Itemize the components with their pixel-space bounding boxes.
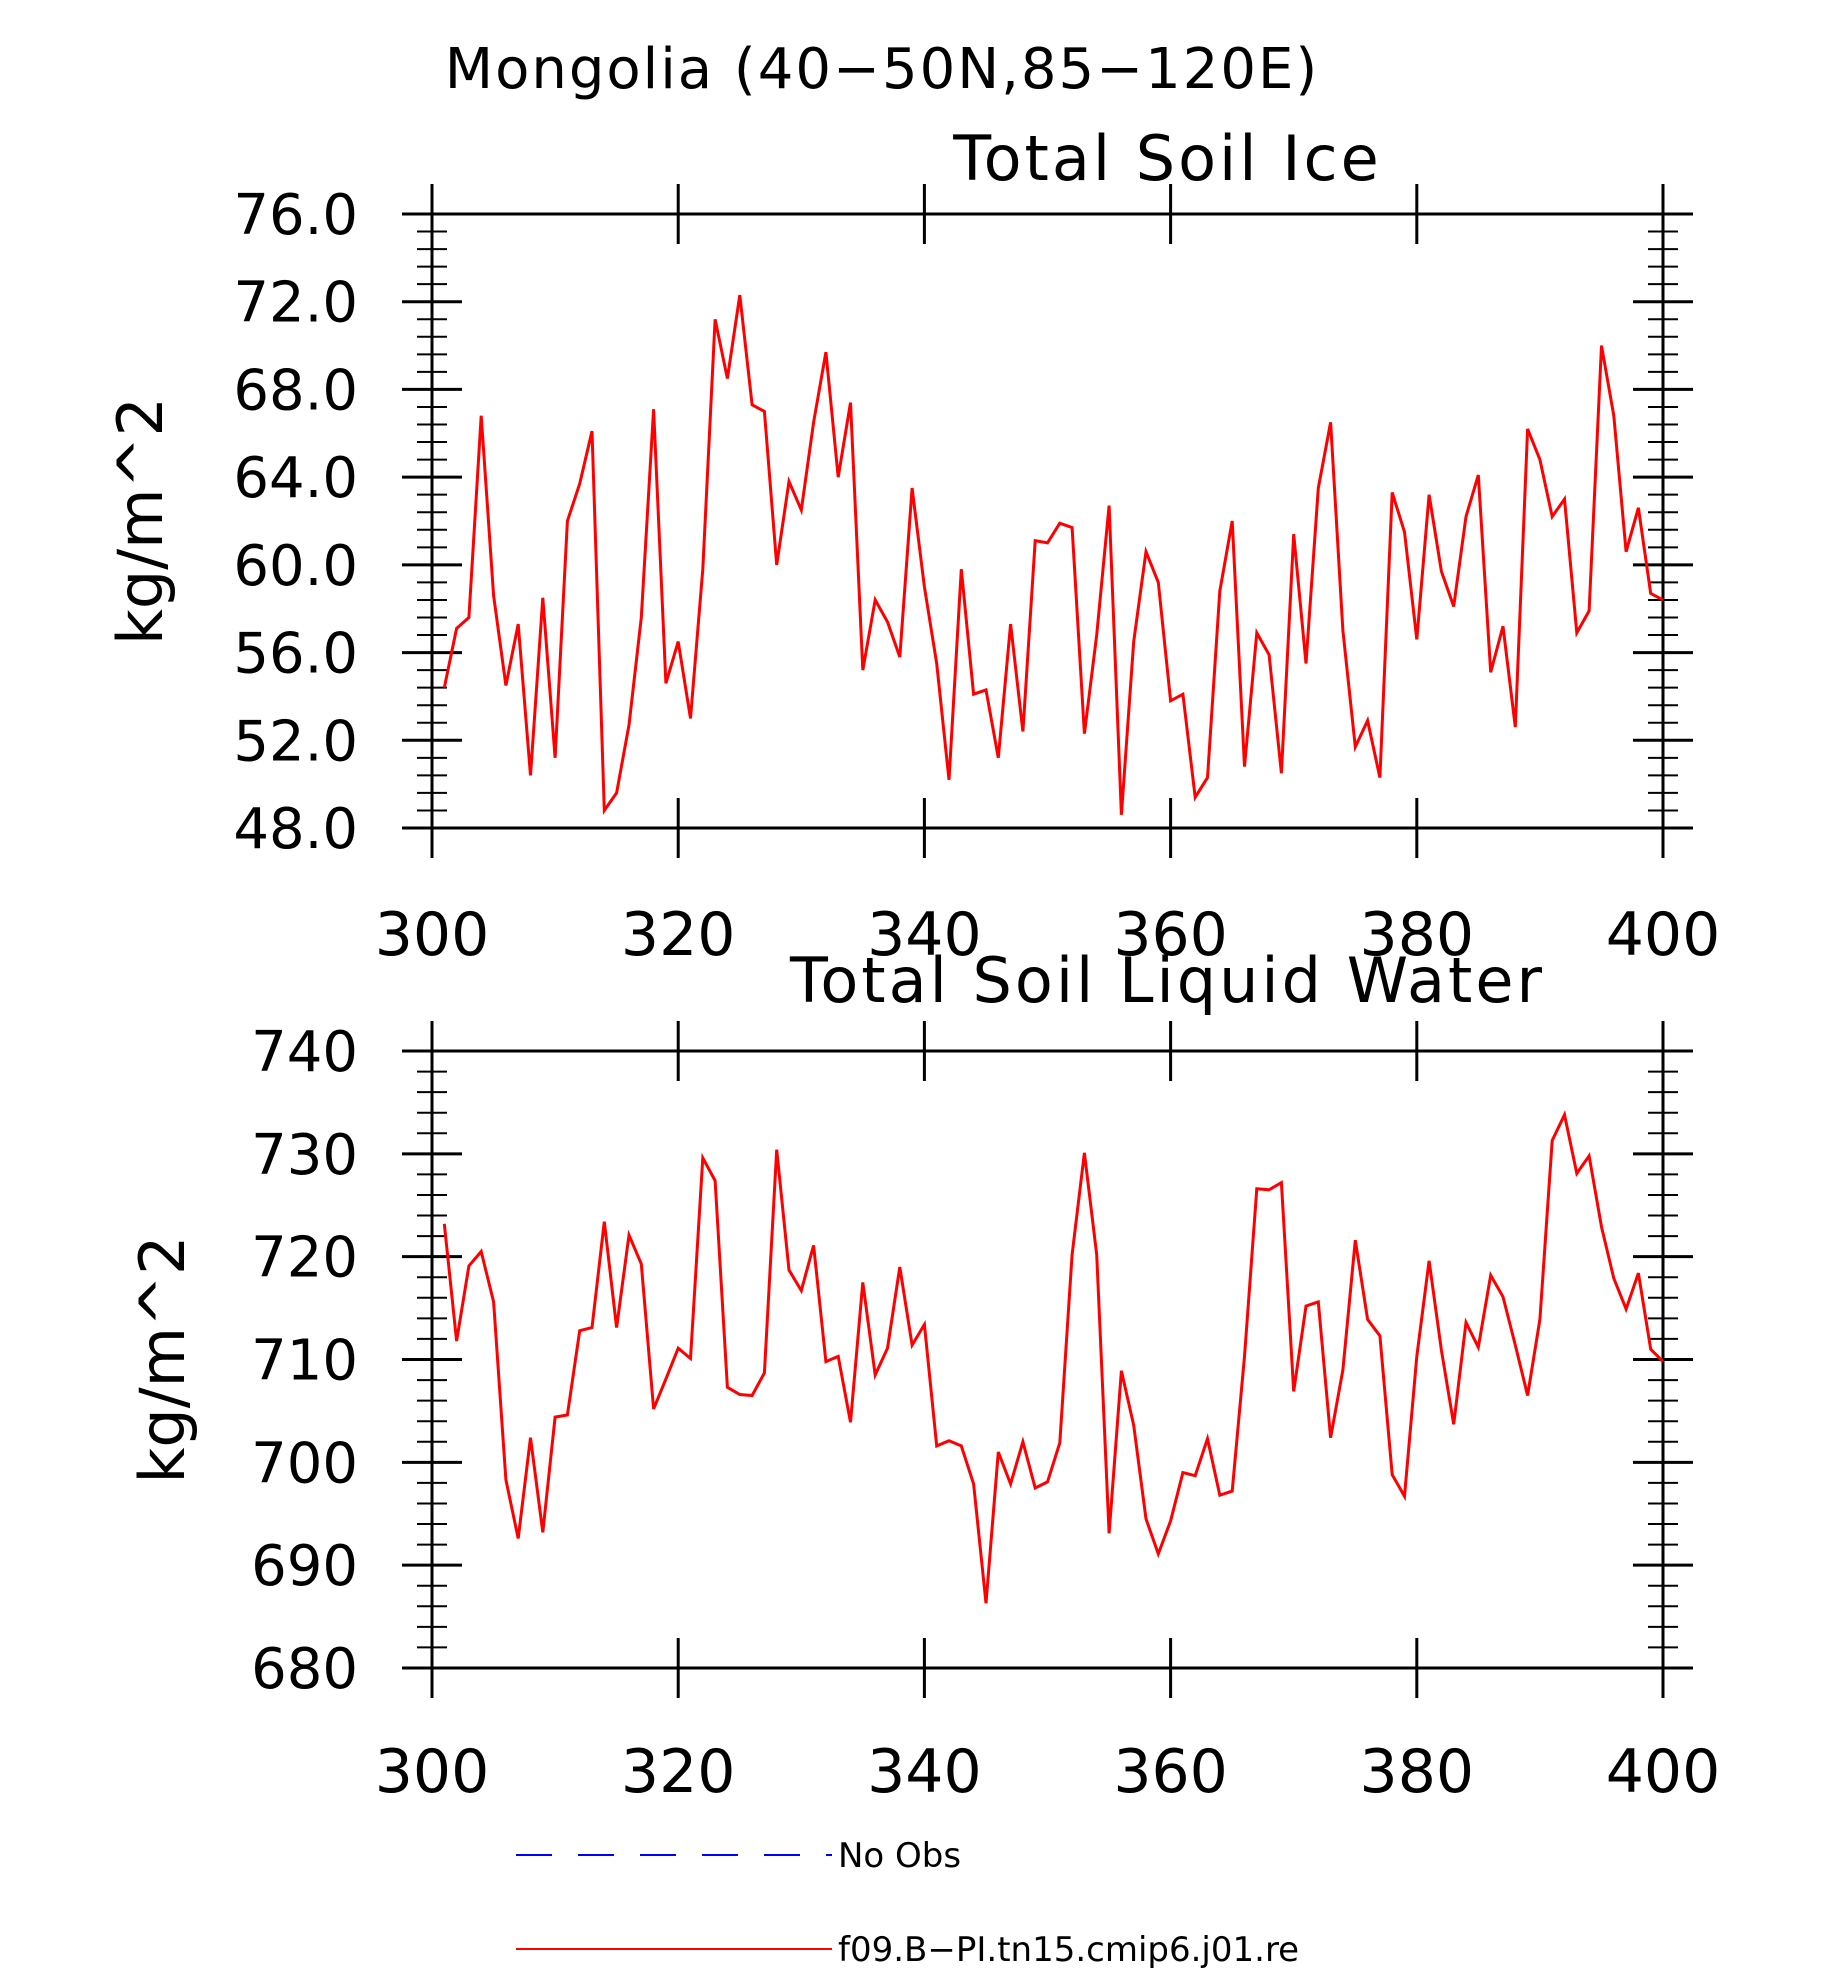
legend-label: f09.B−PI.tn15.cmip6.j01.re (838, 1930, 1299, 1970)
y-tick-label: 730 (251, 1123, 358, 1188)
x-tick-label: 360 (1113, 900, 1228, 970)
figure-title: Mongolia (40−50N,85−120E) (445, 37, 1319, 102)
legend-label: No Obs (838, 1836, 961, 1876)
x-tick-label: 320 (621, 1737, 736, 1807)
y-tick-label: 700 (251, 1431, 358, 1496)
x-tick-label: 340 (867, 1737, 982, 1807)
y-tick-label: 690 (251, 1534, 358, 1599)
y-tick-label: 56.0 (233, 622, 358, 687)
series-line (442, 294, 1664, 816)
plot-frame (430, 1049, 1665, 1670)
y-tick-label: 68.0 (233, 358, 358, 423)
y-tick-label: 76.0 (233, 183, 358, 248)
y-axis-label: kg/m^2 (126, 1236, 199, 1484)
legend: No Obs f09.B−PI.tn15.cmip6.j01.re (516, 1836, 1299, 1970)
plot-frame (430, 212, 1665, 830)
y-tick-label: 740 (251, 1020, 358, 1085)
y-tick-label: 680 (251, 1637, 358, 1702)
y-tick-label: 72.0 (233, 271, 358, 336)
y-tick-label: 48.0 (233, 797, 358, 862)
panel-2: Total Soil Liquid Water kg/m^2 680 690 700 71… (126, 944, 1720, 1807)
y-tick-label: 52.0 (233, 709, 358, 774)
y-tick-label: 64.0 (233, 446, 358, 511)
x-tick-label: 380 (1360, 900, 1475, 970)
x-tick-label: 380 (1360, 1737, 1475, 1807)
panel-1: Total Soil Ice kg/m^2 48.0 52.0 56.0 60.0 64.0… (104, 122, 1720, 970)
x-tick-label: 320 (621, 900, 736, 970)
x-tick-label: 400 (1606, 900, 1721, 970)
x-tick-label: 360 (1113, 1737, 1228, 1807)
x-tick-label: 300 (375, 1737, 490, 1807)
y-tick-label: 60.0 (233, 534, 358, 599)
panel-title: Total Soil Ice (952, 122, 1381, 195)
x-tick-label: 400 (1606, 1737, 1721, 1807)
series-line (442, 1110, 1665, 1604)
panel-title: Total Soil Liquid Water (789, 944, 1545, 1017)
x-tick-label: 340 (867, 900, 982, 970)
x-tick-label: 300 (375, 900, 490, 970)
y-tick-label: 710 (251, 1329, 358, 1394)
y-tick-label: 720 (251, 1226, 358, 1291)
y-axis-label: kg/m^2 (104, 397, 177, 645)
